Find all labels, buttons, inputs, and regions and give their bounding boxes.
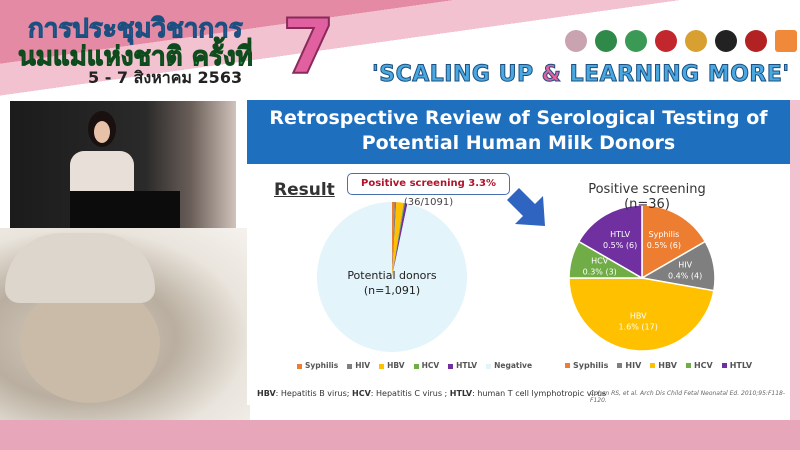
logo-icon [685,30,707,52]
slice-data-label: 0.4% (4) [668,271,702,280]
legend-swatch [565,363,570,368]
legend-item-syphilis: Syphilis [565,361,608,370]
child-photo [0,228,250,423]
legend-swatch [617,363,623,368]
citation: Cohen RS, et al. Arch Dis Child Fetal Ne… [590,390,786,404]
legend-item-htlv: HTLV [721,361,752,370]
logo-icon [565,30,587,52]
slice-data-label: 1.6% (17) [619,323,658,332]
legend-item-hiv: HIV [617,361,641,370]
legend-item-negative: Negative [486,361,532,370]
legend-swatch [297,363,302,369]
slide-title-line1: Retrospective Review of Serological Test… [269,107,768,129]
conference-title-line1: การประชุมวิชาการ [28,14,244,45]
arrow-icon [507,188,545,226]
slice-data-label: 0.5% (6) [647,241,681,250]
conference-dates: 5 - 7 สิงหาคม 2563 [88,68,243,87]
center-label: (n=1,091) [364,284,420,297]
footnote-abbr: HCV [352,389,371,398]
tagline-part: 'SCALING UP [372,62,542,88]
bottom-band [0,420,800,450]
footnote-abbr: HTLV [449,389,473,398]
pie-slice-htlv [392,203,408,277]
legend-item-hcv: HCV [413,361,439,370]
logo-icon [775,30,797,52]
logo-icon [625,30,647,52]
legend-swatch [379,363,385,369]
slide-title: Retrospective Review of Serological Test… [247,100,790,164]
slice-category-label: HCV [591,257,609,266]
legend-swatch [448,363,454,369]
decor-strip [790,100,800,420]
pie-slice-hbv [568,277,715,352]
logo-icon [715,30,737,52]
legend-item-hbv: HBV [650,361,677,370]
conference-title-line2: นมแม่แห่งชาติ ครั้งที่ [18,42,254,73]
tagline: 'SCALING UP & LEARNING MORE' [372,62,790,88]
center-label: Potential donors [347,269,437,282]
pie-slice-hcv [392,202,405,277]
conference-banner: การประชุมวิชาการ นมแม่แห่งชาติ ครั้งที่ … [0,0,800,100]
slice-category-label: HBV [630,312,647,321]
slice-data-label: 0.5% (6) [603,241,637,250]
footnote-text: : human T cell lymphotropic virus [472,389,607,398]
slice-category-label: HTLV [610,230,630,239]
callout-bold: Positive screening 3.3% [361,178,496,189]
slice-category-label: HIV [678,260,692,269]
sponsor-logos [565,30,797,52]
tagline-part: LEARNING MORE' [561,62,790,88]
pie-slice-negative [317,202,468,352]
legend-item-syphilis: Syphilis [297,361,338,370]
speaker-video [10,101,236,228]
tagline-amp: & [541,62,562,88]
legend-swatch [347,363,353,369]
footnote-text: : Hepatitis C virus ; [370,389,450,398]
right-chart-title: Positive screening (n=36) [588,182,706,212]
legend-swatch [650,363,656,368]
pie-slice-syphilis [641,204,707,280]
slide-title-line2: Potential Human Milk Donors [361,132,676,154]
pie-slice-htlv [577,204,643,280]
legend-item-htlv: HTLV [448,361,477,370]
result-heading: Result [274,180,335,200]
legend-item-hbv: HBV [379,361,405,370]
callout-count: (36/1091) [403,197,454,208]
pie-charts: Potential donors (n=1,091) Syphilis 0.5% (6… [317,202,716,352]
logo-icon [745,30,767,52]
footnote: HBV: Hepatitis B virus; HCV: Hepatitis C… [257,389,606,398]
legend-swatch [413,363,419,369]
pie-slice-syphilis [392,202,395,277]
legend-item-hiv: HIV [347,361,370,370]
right-chart-legend: Syphilis HIV HBV HCV HTLV [565,361,752,370]
slice-data-label: 0.3% (3) [583,268,617,277]
legend-swatch [721,363,727,368]
presentation-slide: Retrospective Review of Serological Test… [247,100,790,405]
legend-swatch [685,363,691,368]
slice-category-label: Syphilis [649,230,680,239]
pie-slice-hbv [392,202,404,277]
legend-item-hcv: HCV [685,361,713,370]
footnote-abbr: HBV [257,389,276,398]
logo-icon [595,30,617,52]
left-chart-legend: Syphilis HIV HBV HCV HTLV Negative [297,361,532,370]
edition-number: 7 [281,1,336,92]
pie-slice-hiv [392,202,397,277]
legend-swatch [486,363,492,369]
positive-screening-callout: Positive screening 3.3% (36/1091) [347,173,510,208]
footnote-text: : Hepatitis B virus; [275,389,353,398]
logo-icon [655,30,677,52]
lectern [70,191,180,228]
